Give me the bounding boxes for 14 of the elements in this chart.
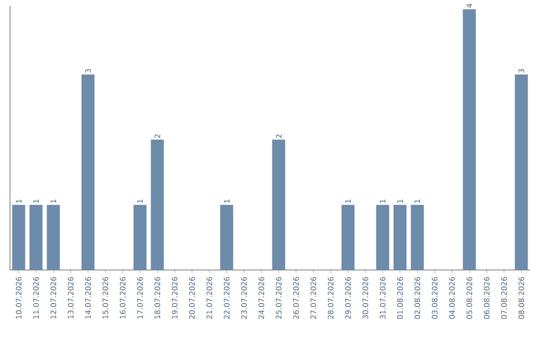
bar [376,204,390,270]
bar [342,204,355,270]
bar [30,204,42,270]
bar [410,204,424,270]
bar [462,9,476,270]
bar [134,204,146,270]
bar [150,140,164,270]
bar [220,204,234,270]
bar [394,204,407,270]
bar [82,74,94,270]
bar [12,204,26,270]
bar [272,140,286,270]
bar [514,74,528,270]
bar [46,204,60,270]
